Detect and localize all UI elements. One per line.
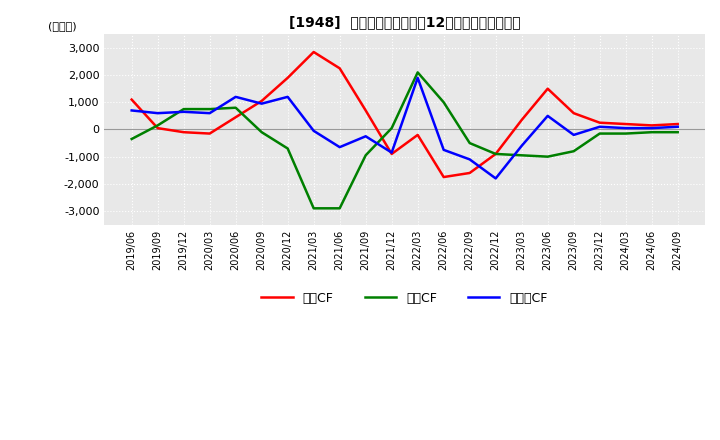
Title: [1948]  キャッシュフローの12か月移動合計の推移: [1948] キャッシュフローの12か月移動合計の推移 <box>289 15 521 29</box>
Text: (百万円): (百万円) <box>48 21 76 30</box>
Legend: 営業CF, 投資CF, フリーCF: 営業CF, 投資CF, フリーCF <box>256 287 553 310</box>
